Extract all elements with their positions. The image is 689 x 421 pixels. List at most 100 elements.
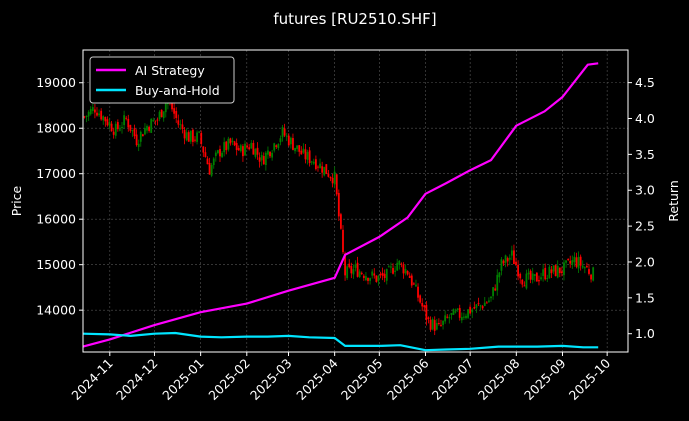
price-candles (83, 92, 595, 336)
candle-body (469, 306, 472, 314)
candle-body (492, 287, 494, 297)
candle-body (335, 174, 338, 195)
candle-body (98, 113, 100, 116)
candle-body (208, 162, 211, 175)
candle-body (112, 131, 115, 135)
candle-body (137, 143, 140, 147)
candle-body (141, 134, 144, 137)
candle-body (331, 177, 334, 184)
candle-body (383, 273, 386, 279)
legend-label-buy-and-hold: Buy-and-Hold (135, 83, 220, 98)
candle-body (152, 120, 155, 122)
candle-body (269, 151, 271, 157)
candle-body (158, 111, 161, 120)
candle-body (431, 318, 434, 330)
candle-body (527, 272, 530, 275)
candle-body (262, 156, 265, 165)
candle-body (429, 319, 432, 330)
legend-label-ai-strategy: AI Strategy (135, 63, 205, 78)
candle-body (202, 146, 205, 153)
candle-body (102, 116, 105, 121)
candle-body (452, 309, 455, 315)
candle-body (404, 268, 407, 274)
candle-body (87, 111, 90, 117)
candle-body (164, 103, 167, 113)
candle-body (569, 260, 572, 264)
candle-body (237, 148, 240, 151)
candle-body (454, 311, 457, 313)
candle-body (281, 127, 284, 138)
candle-body (325, 164, 328, 174)
candle-body (427, 317, 430, 319)
candle-body (544, 267, 547, 280)
candle-body (344, 253, 346, 276)
candle-body (521, 279, 524, 285)
candle-body (421, 303, 424, 307)
candle-body (135, 134, 138, 146)
candle-body (590, 274, 592, 280)
candle-body (444, 315, 447, 322)
candle-body (567, 259, 570, 261)
candle-body (571, 260, 574, 266)
ai-strategy-line (82, 62, 599, 348)
candle-body (496, 274, 499, 291)
candle-body (242, 146, 244, 157)
candle-body (198, 131, 201, 133)
candle-body (162, 111, 165, 119)
candle-body (287, 135, 290, 146)
y-left-tick-label: 15000 (36, 257, 76, 272)
candle-body (542, 269, 545, 277)
candle-body (519, 273, 522, 279)
candle-body (529, 270, 532, 280)
candle-body (533, 274, 536, 276)
candle-body (327, 173, 330, 177)
candle-body (210, 164, 213, 176)
candle-body (252, 142, 255, 155)
candle-body (504, 255, 507, 263)
candle-body (273, 143, 276, 151)
candle-body (423, 305, 426, 308)
candle-body (525, 273, 528, 289)
candle-body (317, 166, 319, 168)
candle-body (231, 140, 234, 142)
candle-body (139, 131, 142, 142)
candle-body (350, 266, 353, 274)
y-left-tick-label: 16000 (36, 212, 76, 227)
candle-body (387, 266, 390, 268)
candle-body (352, 269, 355, 275)
candle-body (552, 265, 555, 272)
candle-body (302, 148, 305, 153)
candle-body (133, 128, 136, 137)
legend: AI Strategy Buy-and-Hold (89, 56, 235, 104)
candle-body (419, 295, 422, 303)
candle-body (508, 257, 511, 260)
candle-body (271, 152, 274, 158)
candle-body (548, 266, 551, 279)
candle-body (575, 257, 578, 267)
return-lines (82, 62, 599, 352)
candle-body (106, 119, 109, 126)
candle-body (298, 145, 301, 152)
y-left-tick-label: 14000 (36, 303, 76, 318)
candle-body (279, 138, 282, 143)
candle-body (250, 142, 253, 149)
y-right-tick-label: 2.0 (635, 254, 655, 269)
candle-body (515, 261, 517, 266)
candle-body (538, 280, 540, 282)
candle-body (200, 132, 203, 144)
candle-body (583, 267, 586, 269)
candle-body (465, 315, 467, 319)
candle-body (369, 278, 371, 281)
candle-body (146, 126, 148, 131)
candle-body (354, 264, 357, 268)
candle-body (467, 309, 469, 318)
y-right-tick-label: 4.5 (635, 75, 655, 90)
candle-body (573, 256, 576, 263)
candle-body (362, 275, 365, 278)
candle-body (212, 158, 215, 166)
candle-body (360, 272, 363, 274)
candle-body (442, 320, 444, 325)
chart-title: futures [RU2510.SHF] (273, 10, 436, 28)
candle-body (289, 137, 292, 145)
